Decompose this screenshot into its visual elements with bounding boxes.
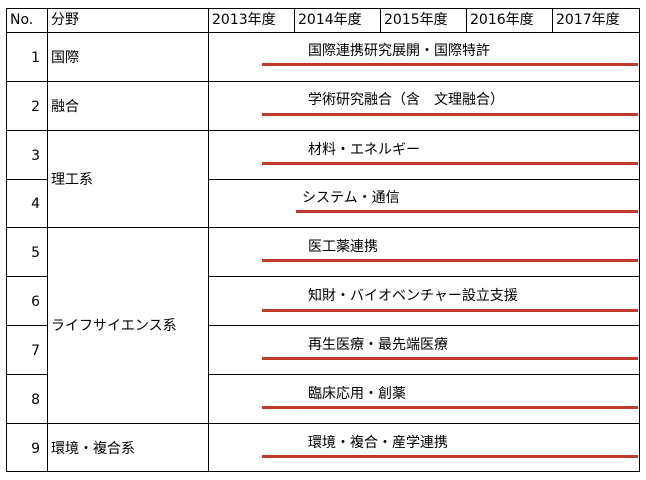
timeline-bar-2: [262, 113, 638, 116]
timeline-bar-5: [262, 259, 638, 262]
row-number-1: 1: [31, 50, 40, 66]
col-line-2016: [466, 8, 467, 32]
col-line-no: [47, 8, 48, 472]
row-divider-6-no: [6, 325, 47, 326]
timeline-bar-7: [262, 357, 638, 360]
row-divider-5-proj: [208, 276, 640, 277]
project-label-4: システム・通信: [302, 190, 400, 206]
header-year-2017: 2017年度: [556, 12, 620, 28]
row-number-6: 6: [31, 294, 40, 310]
header-no: No.: [10, 12, 34, 28]
row-divider-2: [6, 130, 640, 131]
timeline-bar-8: [262, 406, 638, 409]
timeline-bar-6: [262, 309, 638, 312]
row-number-2: 2: [31, 99, 40, 115]
row-number-8: 8: [31, 392, 40, 408]
header-year-2013: 2013年度: [212, 12, 276, 28]
row-number-3: 3: [31, 148, 40, 164]
header-divider: [6, 32, 640, 33]
timeline-bar-9: [262, 455, 638, 458]
table-border-bottom: [6, 471, 640, 472]
project-label-3: 材料・エネルギー: [308, 142, 420, 158]
timeline-bar-3: [262, 162, 638, 165]
row-divider-3-proj: [208, 179, 640, 180]
project-label-7: 再生医療・最先端医療: [308, 337, 448, 353]
project-label-1: 国際連携研究展開・国際特許: [308, 43, 490, 59]
timeline-bar-1: [262, 63, 638, 66]
project-label-6: 知財・バイオベンチャー設立支援: [308, 288, 518, 304]
table-border-top: [6, 8, 640, 9]
col-line-field: [208, 8, 209, 472]
row-divider-1: [6, 81, 640, 82]
row-divider-7-proj: [208, 374, 640, 375]
row-number-7: 7: [31, 343, 40, 359]
row-divider-8: [6, 423, 640, 424]
table-border-right: [639, 8, 640, 472]
field-label-riko: 理工系: [51, 172, 93, 188]
project-label-2: 学術研究融合（含 文理融合）: [308, 92, 504, 108]
field-label-kokusai: 国際: [51, 50, 79, 66]
header-field: 分野: [51, 12, 79, 28]
row-number-9: 9: [31, 441, 40, 457]
col-line-2014: [294, 8, 295, 32]
field-label-yugo: 融合: [51, 99, 79, 115]
col-line-2015: [380, 8, 381, 32]
row-divider-3-no: [6, 179, 47, 180]
row-divider-7-no: [6, 374, 47, 375]
project-label-9: 環境・複合・産学連携: [308, 435, 448, 451]
header-year-2014: 2014年度: [298, 12, 362, 28]
header-year-2016: 2016年度: [470, 12, 534, 28]
row-divider-4: [6, 227, 640, 228]
row-number-4: 4: [31, 196, 40, 212]
col-line-2017: [552, 8, 553, 32]
field-label-kankyo: 環境・複合系: [51, 441, 135, 457]
field-label-life-science: ライフサイエンス系: [51, 318, 177, 334]
project-label-8: 臨床応用・創薬: [308, 386, 406, 402]
row-number-5: 5: [31, 245, 40, 261]
table-border-left: [6, 8, 7, 472]
row-divider-6-proj: [208, 325, 640, 326]
timeline-bar-4: [296, 210, 638, 213]
header-year-2015: 2015年度: [384, 12, 448, 28]
row-divider-5-no: [6, 276, 47, 277]
project-label-5: 医工薬連携: [308, 239, 378, 255]
